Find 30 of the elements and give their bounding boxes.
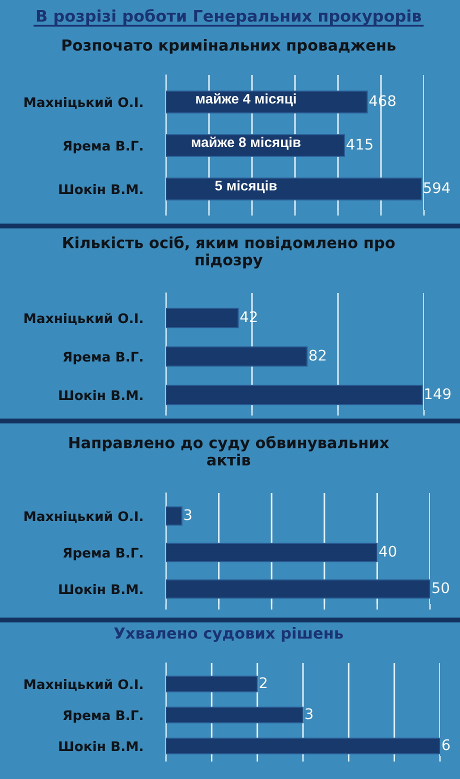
y-tick-label: Шокін В.М. [59, 390, 142, 400]
data-label: 3 [184, 509, 192, 520]
y-tick-label: Махніцький О.І. [24, 96, 142, 109]
y-tick-label: Шокін В.М. [59, 584, 142, 594]
data-label: 50 [432, 582, 449, 594]
data-label: 415 [346, 138, 372, 150]
y-tick-label: Махніцький О.І. [24, 510, 142, 523]
data-label: 6 [442, 739, 450, 750]
y-tick-label: Махніцький О.І. [24, 678, 142, 691]
chart-title: Направлено до суду обвинувальних актів [69, 436, 390, 466]
y-tick-label: Ярема В.Г. [63, 548, 142, 560]
annotation: майже 4 місяці [196, 93, 296, 106]
y-tick-label: Ярема В.Г. [63, 710, 142, 723]
y-tick-label: Шокін В.М. [59, 740, 142, 752]
annotation: 5 місяців [215, 180, 277, 194]
chart-title: В розрізі роботи Генеральних прокурорів [36, 9, 422, 26]
y-tick-label: Ярема В.Г. [63, 140, 142, 154]
chart-subtitle: Розпочато кримінальних проваджень [62, 39, 396, 54]
data-label: 594 [424, 182, 450, 194]
data-label: 149 [425, 388, 450, 400]
data-label: 40 [379, 546, 396, 557]
y-tick-label: Ярема В.Г. [63, 352, 142, 364]
data-label: 82 [309, 350, 326, 361]
data-label: 3 [306, 708, 312, 720]
y-tick-label: Махніцький О.І. [24, 312, 142, 325]
chart-title: Ухвалено судових рішень [114, 627, 343, 642]
y-tick-label: Шокін В.М. [59, 184, 142, 194]
chart-title: Кількість осіб, яким повідомлено про підозру [63, 236, 395, 269]
annotation: майже 8 місяців [192, 136, 300, 150]
data-label: 2 [260, 677, 267, 688]
